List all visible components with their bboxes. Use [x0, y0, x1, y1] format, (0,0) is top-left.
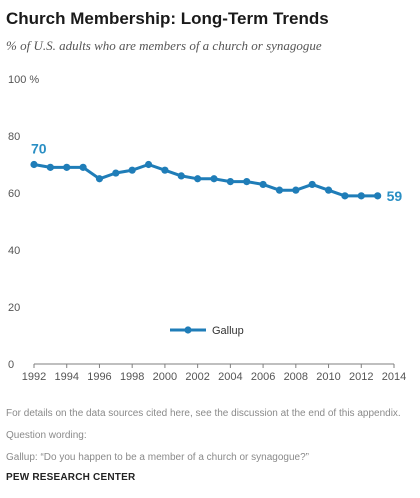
data-point [308, 180, 316, 189]
data-point [144, 160, 153, 169]
data-point [194, 175, 202, 183]
y-tick-label: 100 % [8, 74, 39, 86]
x-tick-label: 1998 [120, 371, 144, 383]
legend-swatch-marker [184, 326, 192, 334]
x-tick-label: 2006 [251, 371, 275, 383]
chart-subtitle: % of U.S. adults who are members of a ch… [6, 38, 322, 53]
x-tick-label: 2004 [218, 371, 242, 383]
x-tick-label: 1996 [87, 371, 111, 383]
line-chart: 0 20 40 60 80 100 % 1992 1994 1996 1998 2000 2002 2… [8, 74, 406, 383]
y-tick-label: 40 [8, 245, 20, 257]
data-point [243, 178, 251, 186]
sources-note: For details on the data sources cited he… [6, 408, 401, 419]
data-point [275, 186, 284, 194]
data-label: 70 [31, 141, 47, 157]
y-tick-label: 0 [8, 359, 14, 371]
y-tick-label: 20 [8, 302, 20, 314]
question-text: Gallup: “Do you happen to be a member of… [6, 452, 309, 463]
brand-footer: PEW RESEARCH CENTER [6, 472, 136, 483]
x-axis: 1992 1994 1996 1998 2000 2002 2004 2006 2008 2010… [22, 363, 406, 383]
data-point [112, 169, 120, 177]
data-point [161, 166, 169, 174]
x-tick-label: 2012 [349, 371, 373, 383]
data-point [79, 163, 87, 171]
data-point [259, 180, 267, 189]
data-point [30, 160, 38, 169]
data-point [374, 192, 382, 200]
data-point [324, 186, 333, 194]
data-point [226, 178, 234, 186]
x-tick-label: 2000 [153, 371, 177, 383]
chart-title: Church Membership: Long-Term Trends [6, 9, 329, 28]
data-point [46, 163, 54, 171]
data-labels: 70 59 [31, 141, 402, 204]
series-line [33, 163, 378, 198]
x-tick-label: 2008 [284, 371, 308, 383]
legend: Gallup [170, 325, 244, 337]
y-axis-ticks: 0 20 40 60 80 100 % [8, 74, 39, 371]
question-wording-label: Question wording: [6, 430, 87, 441]
data-point [341, 192, 349, 200]
series-gallup [30, 160, 382, 200]
data-point [177, 172, 185, 180]
y-tick-label: 60 [8, 188, 20, 200]
y-tick-label: 80 [8, 131, 20, 143]
data-point [210, 175, 218, 183]
data-point [357, 192, 365, 200]
data-point [63, 163, 71, 171]
x-tick-label: 1994 [54, 371, 78, 383]
x-tick-label: 2014 [382, 371, 406, 383]
data-point [292, 186, 300, 194]
data-point [95, 175, 104, 183]
data-label: 59 [387, 188, 403, 204]
legend-label: Gallup [212, 325, 244, 337]
x-tick-label: 2010 [316, 371, 340, 383]
x-tick-label: 2002 [185, 371, 209, 383]
data-point [128, 166, 136, 174]
x-tick-label: 1992 [22, 371, 46, 383]
